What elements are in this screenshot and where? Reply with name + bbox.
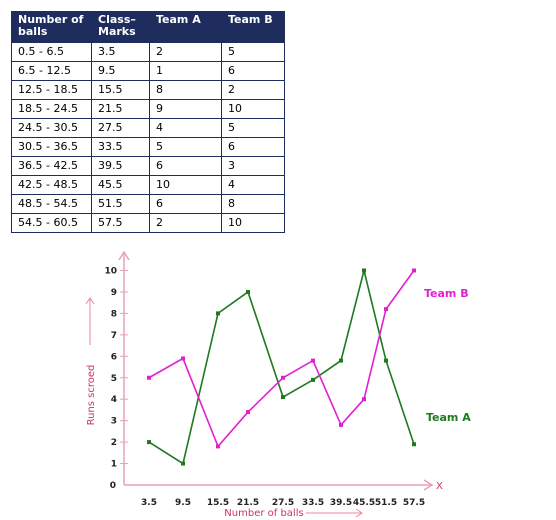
cell-team-b: 10 [221, 213, 285, 233]
header-number-of-balls: Number of balls [11, 11, 92, 43]
x-axis-arrowhead [423, 479, 434, 491]
header-team-a: Team A [149, 11, 222, 43]
header-team-b: Team B [221, 11, 285, 43]
y-tick-label: 9 [111, 288, 117, 298]
table-row: 42.5 - 48.5 45.5 10 4 [11, 175, 285, 195]
series-line-team-a [148, 270, 415, 465]
frequency-table: Number of balls Class–Marks Team A Team … [11, 11, 285, 233]
y-axis-title-arrowhead [85, 297, 95, 305]
y-tick-label: 5 [111, 374, 117, 384]
y-tick-label: 8 [111, 309, 117, 319]
data-point-team-a [384, 358, 388, 363]
cell-team-b: 10 [221, 99, 285, 119]
data-point-team-a [216, 311, 220, 316]
data-point-team-a [246, 289, 250, 294]
series-line-team-b [148, 270, 415, 448]
data-point-team-a [281, 395, 285, 400]
data-point-team-b [362, 397, 366, 402]
x-tick-label: 9.5 [175, 498, 191, 508]
header-class-marks: Class–Marks [91, 11, 150, 43]
cell-class-mark: 57.5 [91, 213, 150, 233]
data-point-team-b [339, 422, 343, 427]
y-tick-label: 7 [111, 331, 117, 341]
data-point-team-b [311, 358, 315, 363]
data-point-team-a [311, 377, 315, 382]
table-row: 54.5 - 60.5 57.5 2 10 [11, 213, 285, 233]
data-point-team-a [362, 268, 366, 273]
data-point-team-a [412, 442, 416, 447]
x-axis-letter: X [436, 481, 443, 492]
y-axis-arrowhead [118, 250, 130, 261]
cell-range: 24.5 - 30.5 [11, 118, 92, 138]
x-tick-label: 33.5 [302, 498, 324, 508]
data-point-team-b [281, 375, 285, 380]
x-axis-title: Number of balls [224, 508, 303, 519]
data-point-team-a [147, 440, 151, 445]
series-label-team-b: Team B [424, 287, 469, 300]
table-row: 24.5 - 30.5 27.5 4 5 [11, 118, 285, 138]
y-tick-label: 6 [111, 352, 117, 362]
x-tick-label: 57.5 [403, 498, 425, 508]
data-point-team-b [216, 444, 220, 449]
table-body: 0.5 - 6.5 3.5 2 5 6.5 - 12.5 9.5 1 6 12.5 - 18.5… [11, 42, 285, 233]
cell-class-mark: 33.5 [91, 137, 150, 157]
cell-team-a: 10 [149, 175, 222, 195]
cell-class-mark: 9.5 [91, 61, 150, 81]
x-tick-label: 45.5 [353, 498, 375, 508]
data-point-team-b [412, 268, 416, 273]
y-tick-label: 3 [111, 417, 117, 427]
data-point-team-b [246, 410, 250, 415]
x-tick-label: 51.5 [375, 498, 397, 508]
data-point-team-a [339, 358, 343, 363]
y-tick-label: 4 [111, 395, 117, 405]
table-row: 30.5 - 36.5 33.5 5 6 [11, 137, 285, 157]
x-tick-label: 27.5 [272, 498, 294, 508]
y-tick-label: 1 [111, 460, 117, 470]
table-row: 18.5 - 24.5 21.5 9 10 [11, 99, 285, 119]
data-point-team-a [181, 461, 185, 466]
data-point-team-b [147, 375, 151, 380]
table-header: Number of balls Class–Marks Team A Team … [11, 11, 285, 43]
data-point-team-b [181, 356, 185, 361]
y-axis-title: Runs scroed [86, 365, 97, 426]
x-axis-title-arrowhead [355, 508, 363, 518]
x-tick-label: 39.5 [330, 498, 352, 508]
x-tick-label: 15.5 [207, 498, 229, 508]
y-tick-label: 10 [104, 267, 117, 277]
x-tick-label: 21.5 [237, 498, 259, 508]
cell-class-mark: 27.5 [91, 118, 150, 138]
y-tick-label: 2 [111, 438, 117, 448]
x-tick-label: 3.5 [141, 498, 157, 508]
series-label-team-a: Team A [426, 411, 471, 424]
origin-label: 0 [110, 481, 116, 491]
data-point-team-b [384, 307, 388, 312]
